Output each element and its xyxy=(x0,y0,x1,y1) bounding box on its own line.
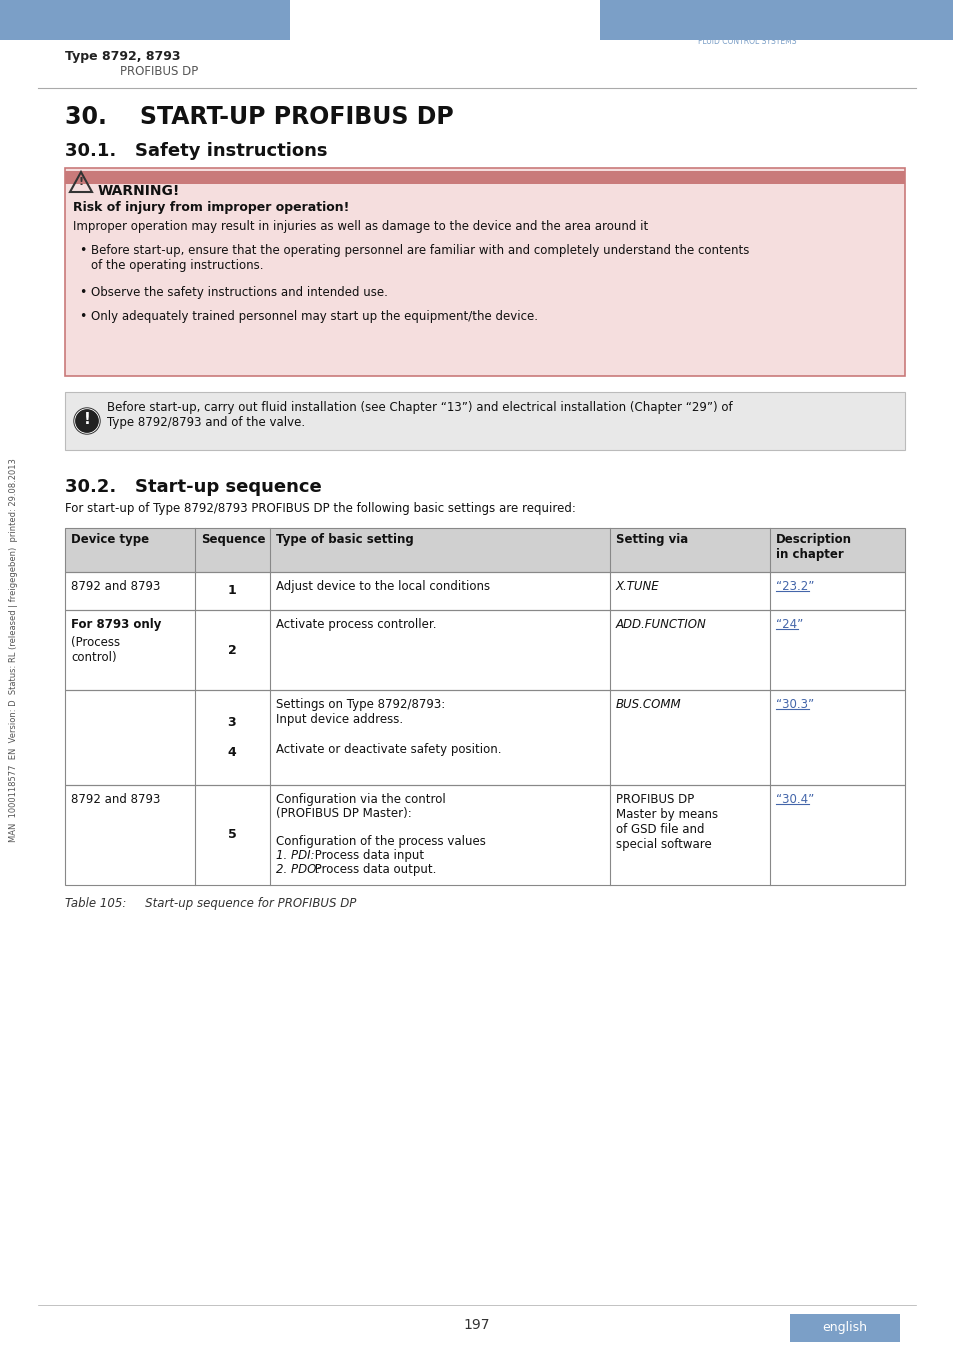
Text: FLUID CONTROL SYSTEMS: FLUID CONTROL SYSTEMS xyxy=(698,36,796,46)
Text: Device type: Device type xyxy=(71,533,149,545)
Text: “24”: “24” xyxy=(775,618,802,630)
Bar xyxy=(65,690,904,784)
Bar xyxy=(0,0,290,40)
Bar xyxy=(789,1314,899,1342)
Text: •: • xyxy=(79,244,87,256)
Bar xyxy=(65,528,904,572)
Text: 30.    START-UP PROFIBUS DP: 30. START-UP PROFIBUS DP xyxy=(65,105,454,130)
Bar xyxy=(65,572,904,610)
Text: Process data output.: Process data output. xyxy=(311,863,436,876)
Bar xyxy=(65,784,904,886)
Bar xyxy=(65,690,904,784)
Text: ADD.FUNCTION: ADD.FUNCTION xyxy=(616,618,706,630)
Bar xyxy=(65,528,904,572)
Text: 30.1.   Safety instructions: 30.1. Safety instructions xyxy=(65,142,327,161)
Bar xyxy=(700,9,704,14)
Text: !: ! xyxy=(84,413,91,428)
Text: •: • xyxy=(79,286,87,298)
Text: BUS.COMM: BUS.COMM xyxy=(616,698,680,711)
Bar xyxy=(65,392,904,450)
Text: Table 105:     Start-up sequence for PROFIBUS DP: Table 105: Start-up sequence for PROFIBU… xyxy=(65,896,356,910)
Text: english: english xyxy=(821,1322,866,1335)
Text: PROFIBUS DP
Master by means
of GSD file and
special software: PROFIBUS DP Master by means of GSD file … xyxy=(616,792,718,850)
Bar xyxy=(65,784,904,886)
Text: •: • xyxy=(79,310,87,323)
Circle shape xyxy=(75,409,99,433)
Bar xyxy=(65,572,904,610)
Text: PROFIBUS DP: PROFIBUS DP xyxy=(120,65,198,78)
Text: Risk of injury from improper operation!: Risk of injury from improper operation! xyxy=(73,201,349,215)
Text: (PROFIBUS DP Master):: (PROFIBUS DP Master): xyxy=(275,807,412,819)
Text: 8792 and 8793: 8792 and 8793 xyxy=(71,580,160,593)
Text: Observe the safety instructions and intended use.: Observe the safety instructions and inte… xyxy=(91,286,388,298)
Text: Before start-up, carry out fluid installation (see Chapter “13”) and electrical : Before start-up, carry out fluid install… xyxy=(107,401,732,429)
Text: “30.3”: “30.3” xyxy=(775,698,813,711)
Text: Adjust device to the local conditions: Adjust device to the local conditions xyxy=(275,580,490,593)
Text: 30.2.   Start-up sequence: 30.2. Start-up sequence xyxy=(65,478,321,495)
Text: Configuration via the control: Configuration via the control xyxy=(275,792,445,806)
Text: “30.4”: “30.4” xyxy=(775,792,814,806)
Text: For start-up of Type 8792/8793 PROFIBUS DP the following basic settings are requ: For start-up of Type 8792/8793 PROFIBUS … xyxy=(65,502,576,514)
Text: 1: 1 xyxy=(228,585,236,598)
Text: X.TUNE: X.TUNE xyxy=(616,580,659,593)
Circle shape xyxy=(76,410,98,432)
Bar xyxy=(65,167,904,377)
Text: 1. PDI:: 1. PDI: xyxy=(275,849,314,863)
Text: 8792 and 8793: 8792 and 8793 xyxy=(71,792,160,806)
Bar xyxy=(599,0,953,40)
Text: 2. PDO:: 2. PDO: xyxy=(275,863,320,876)
Bar xyxy=(65,167,904,377)
Text: Description
in chapter: Description in chapter xyxy=(775,533,851,562)
Text: Only adequately trained personnel may start up the equipment/the device.: Only adequately trained personnel may st… xyxy=(91,310,537,323)
Text: 5: 5 xyxy=(228,829,236,841)
Text: Setting via: Setting via xyxy=(616,533,687,545)
Bar xyxy=(700,16,760,18)
Circle shape xyxy=(74,408,100,433)
Text: Configuration of the process values: Configuration of the process values xyxy=(275,836,485,848)
Circle shape xyxy=(76,410,98,432)
Text: Activate process controller.: Activate process controller. xyxy=(275,618,436,630)
Text: Process data input: Process data input xyxy=(311,849,424,863)
Text: !: ! xyxy=(78,177,84,188)
Bar xyxy=(713,9,719,14)
Text: Sequence: Sequence xyxy=(201,533,265,545)
Text: bürkert: bürkert xyxy=(695,8,800,32)
Bar xyxy=(65,610,904,690)
Text: (Process
control): (Process control) xyxy=(71,636,120,664)
Text: For 8793 only: For 8793 only xyxy=(71,618,161,630)
Text: “23.2”: “23.2” xyxy=(775,580,814,593)
Bar xyxy=(65,610,904,690)
Text: Settings on Type 8792/8793:
Input device address.

Activate or deactivate safety: Settings on Type 8792/8793: Input device… xyxy=(275,698,501,756)
Bar xyxy=(65,171,904,184)
Text: Improper operation may result in injuries as well as damage to the device and th: Improper operation may result in injurie… xyxy=(73,220,648,234)
Text: Type of basic setting: Type of basic setting xyxy=(275,533,414,545)
Text: 197: 197 xyxy=(463,1318,490,1332)
Text: MAN  1000118577  EN  Version: D  Status: RL (released | freigegeben)  printed: 2: MAN 1000118577 EN Version: D Status: RL … xyxy=(10,458,18,842)
Text: 3

4: 3 4 xyxy=(228,716,236,759)
Bar xyxy=(706,9,711,14)
Text: 2: 2 xyxy=(228,644,236,656)
Text: Type 8792, 8793: Type 8792, 8793 xyxy=(65,50,180,63)
Bar xyxy=(65,392,904,450)
Text: Before start-up, ensure that the operating personnel are familiar with and compl: Before start-up, ensure that the operati… xyxy=(91,244,749,271)
Text: WARNING!: WARNING! xyxy=(98,184,180,198)
